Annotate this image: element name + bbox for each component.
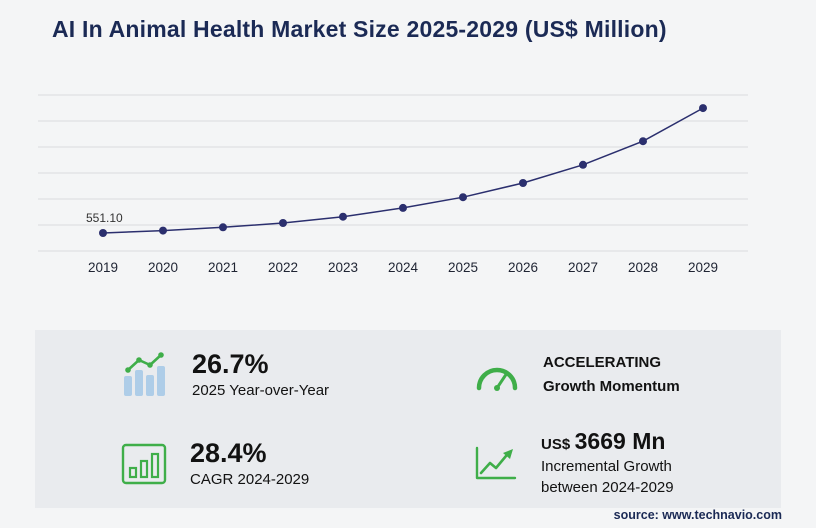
data-point <box>399 203 407 212</box>
stat-yoy-growth: 26.7% 2025 Year-over-Year <box>35 330 408 419</box>
data-point <box>519 179 527 187</box>
yoy-value: 26.7% <box>192 349 269 380</box>
data-point-label: 551.10 <box>86 211 123 225</box>
momentum-subtitle: Growth Momentum <box>543 377 680 395</box>
data-point <box>159 226 167 235</box>
incremental-value: 3669 Mn <box>574 428 666 455</box>
page-title: AI In Animal Health Market Size 2025-202… <box>52 16 667 42</box>
x-tick-label: 2024 <box>388 260 419 275</box>
data-point <box>219 223 227 232</box>
x-tick-label: 2028 <box>628 260 658 275</box>
data-point <box>459 193 467 202</box>
data-point <box>99 229 107 237</box>
incremental-label-line2: between 2024-2029 <box>541 478 674 496</box>
x-tick-label: 2029 <box>688 260 718 275</box>
data-point <box>699 104 707 113</box>
source-attribution: source: www.technavio.com <box>613 508 782 522</box>
cagr-bar-chart-icon <box>120 442 168 486</box>
incremental-growth-arrow-icon <box>473 444 519 484</box>
momentum-title: ACCELERATING <box>543 353 662 371</box>
x-tick-label: 2019 <box>88 260 118 275</box>
cagr-value: 28.4% <box>190 438 267 469</box>
data-point <box>339 212 347 221</box>
x-tick-label: 2022 <box>268 260 298 275</box>
yoy-label: 2025 Year-over-Year <box>192 381 330 399</box>
market-size-chart: 2019 2020 2021 2022 2023 2024 2025 2026 2027 2028… <box>38 88 748 280</box>
stat-cagr: 28.4% CAGR 2024-2029 <box>35 419 408 508</box>
incremental-currency: US$ <box>541 436 571 454</box>
yoy-bar-line-growth-icon <box>120 351 170 399</box>
x-tick-label: 2021 <box>208 260 238 275</box>
incremental-label-line1: Incremental Growth <box>541 458 672 476</box>
x-tick-label: 2023 <box>328 260 358 275</box>
x-tick-label: 2026 <box>508 260 538 275</box>
data-point <box>579 160 587 169</box>
stats-panel: 26.7% 2025 Year-over-Year ACCELERATING G… <box>35 330 781 508</box>
x-tick-label: 2027 <box>568 260 598 275</box>
stat-growth-momentum: ACCELERATING Growth Momentum <box>408 330 781 419</box>
x-tick-label: 2020 <box>148 260 178 275</box>
data-point <box>279 219 287 227</box>
line-chart-svg: 2019 2020 2021 2022 2023 2024 2025 2026 2027 2028… <box>38 94 748 275</box>
speedometer-icon <box>473 357 521 393</box>
series-line <box>102 107 704 234</box>
data-point <box>639 137 647 146</box>
cagr-label: CAGR 2024-2029 <box>190 470 310 488</box>
stat-incremental-growth: US$ 3669 Mn Incremental Growth between 2… <box>408 419 781 508</box>
x-tick-label: 2025 <box>448 260 478 275</box>
